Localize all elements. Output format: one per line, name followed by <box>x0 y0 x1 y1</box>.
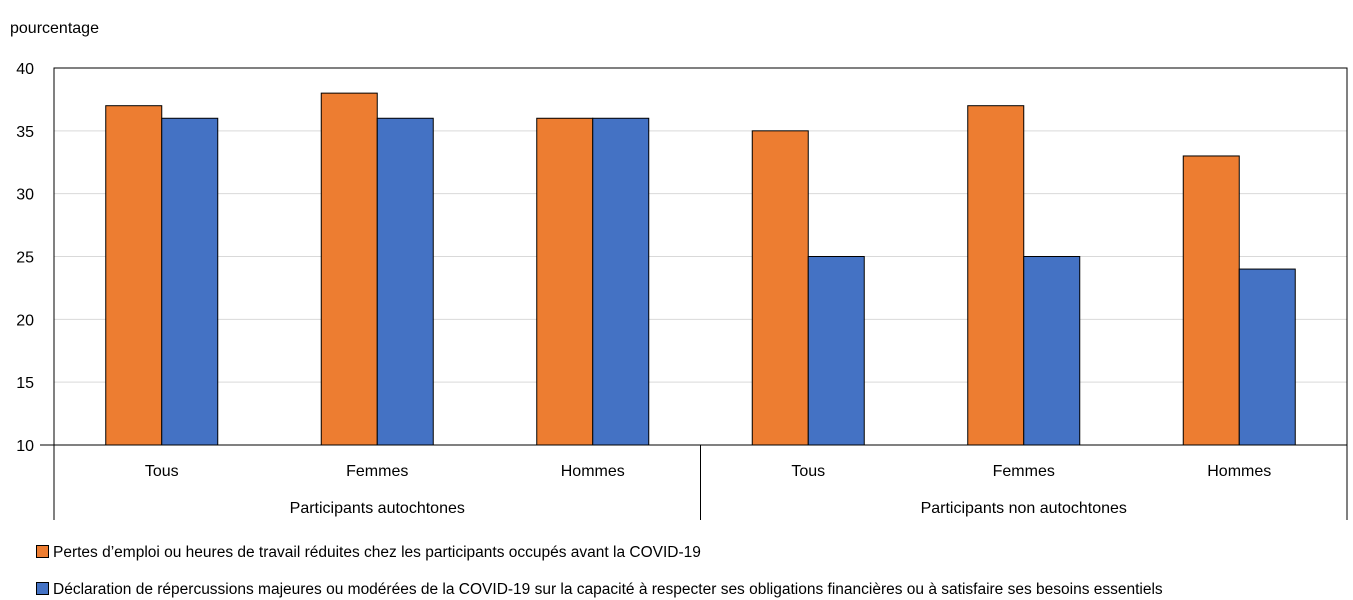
y-tick-label: 20 <box>16 312 34 329</box>
legend-item-series-2: Déclaration de répercussions majeures ou… <box>36 581 1163 599</box>
bar <box>105 105 163 446</box>
y-tick-label: 30 <box>16 187 34 204</box>
legend-item-series-1: Pertes d’emploi ou heures de travail réd… <box>36 544 701 562</box>
y-tick-label: 15 <box>16 375 34 392</box>
bar <box>1023 256 1081 446</box>
y-axis-title: pourcentage <box>10 20 99 37</box>
gridlines <box>54 130 1347 383</box>
bar <box>592 117 650 446</box>
plot-frame <box>40 67 1348 520</box>
bar <box>1182 155 1240 446</box>
x-category-label: Tous <box>791 463 825 480</box>
y-tick-label: 35 <box>16 124 34 141</box>
legend-label-series-1: Pertes d’emploi ou heures de travail réd… <box>53 544 701 561</box>
bar <box>376 117 434 446</box>
bar <box>320 92 378 446</box>
bar <box>1238 268 1296 446</box>
x-category-label: Femmes <box>346 463 408 480</box>
x-category-label: Hommes <box>1207 463 1271 480</box>
y-tick-label: 25 <box>16 250 34 267</box>
x-category-label: Femmes <box>993 463 1055 480</box>
y-tick-label: 40 <box>16 61 34 78</box>
legend-swatch-blue <box>36 582 49 595</box>
bar <box>807 256 865 446</box>
x-group-label: Participants autochtones <box>290 500 465 517</box>
bar <box>751 130 809 446</box>
y-tick-label: 10 <box>16 438 34 455</box>
legend-swatch-orange <box>36 545 49 558</box>
legend-label-series-2: Déclaration de répercussions majeures ou… <box>53 581 1163 598</box>
y-axis-ticks: 10 15 20 25 30 35 40 <box>16 61 34 455</box>
x-category-label: Tous <box>145 463 179 480</box>
bar <box>967 105 1025 446</box>
bar <box>161 117 219 446</box>
bars <box>105 92 1296 446</box>
x-axis-labels: Tous Femmes Hommes Tous Femmes Hommes Particip… <box>145 463 1271 517</box>
x-category-label: Hommes <box>561 463 625 480</box>
x-group-label: Participants non autochtones <box>921 500 1127 517</box>
bar <box>536 117 594 446</box>
